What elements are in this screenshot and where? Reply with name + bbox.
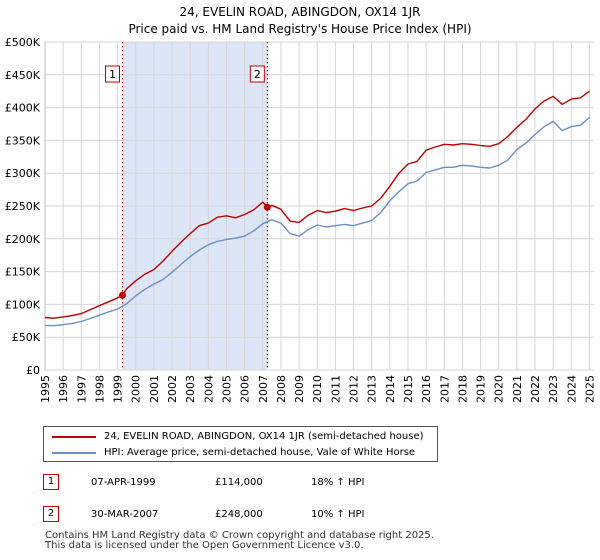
x-tick-label: 1999 [112, 375, 125, 403]
sale-point [118, 291, 126, 299]
x-tick-label: 2006 [239, 375, 252, 403]
x-tick-label: 2016 [420, 375, 433, 403]
legend-label: HPI: Average price, semi-detached house,… [104, 447, 416, 458]
x-tick-label: 2007 [257, 375, 270, 403]
x-tick-label: 2023 [547, 375, 560, 403]
x-tick-label: 2013 [366, 375, 379, 403]
x-tick-label: 2011 [329, 375, 342, 403]
sale-badge-label: 1 [109, 68, 116, 81]
sale-badge-box [104, 65, 120, 83]
x-tick-label: 2009 [293, 375, 306, 403]
chart-title: 24, EVELIN ROAD, ABINGDON, OX14 1JR Pric… [0, 4, 600, 38]
x-tick-label: 2003 [184, 375, 197, 403]
x-tick-label: 2018 [456, 375, 469, 403]
x-tick-label: 2001 [148, 375, 161, 403]
hpi-line [44, 116, 590, 327]
y-tick-label: £0 [26, 364, 40, 377]
subtitle-line: Price paid vs. HM Land Registry's House … [128, 22, 472, 36]
legend-item-price-paid: 24, EVELIN ROAD, ABINGDON, OX14 1JR (sem… [52, 429, 424, 445]
x-tick-label: 2015 [402, 375, 415, 403]
sale-date: 30-MAR-2007 [91, 509, 159, 520]
y-tick-label: £450K [5, 69, 41, 82]
sale-number-badge: 2 [43, 506, 59, 522]
x-axis-ticks: 1995 1996 1997 1998 1999 2000 2001 2002 2003 2004… [39, 375, 596, 403]
sale-points [118, 203, 271, 299]
footer-line: This data is licensed under the Open Gov… [45, 540, 364, 551]
footer: Contains HM Land Registry data © Crown c… [45, 531, 434, 551]
x-tick-label: 2002 [166, 375, 179, 403]
x-tick-label: 2008 [275, 375, 288, 403]
x-tick-label: 2000 [130, 375, 143, 403]
chart-area: 1995 1996 1997 1998 1999 2000 2001 2002 2003 2004… [5, 36, 597, 403]
series-lines [44, 90, 590, 327]
x-tick-label: 2012 [348, 375, 361, 403]
legend: 24, EVELIN ROAD, ABINGDON, OX14 1JR (sem… [43, 426, 438, 462]
sale-price: £114,000 [215, 477, 263, 488]
sale-hpi-diff: 18% ↑ HPI [311, 477, 365, 488]
y-tick-label: £100K [5, 298, 41, 311]
title-line: 24, EVELIN ROAD, ABINGDON, OX14 1JR [179, 5, 421, 19]
legend-swatch-blue [52, 452, 96, 454]
x-tick-label: 1995 [39, 375, 52, 403]
sale-price: £248,000 [215, 509, 263, 520]
legend-swatch-red [52, 436, 96, 438]
x-tick-label: 2022 [529, 375, 542, 403]
x-tick-label: 2005 [220, 375, 233, 403]
y-tick-label: £400K [5, 102, 41, 115]
y-tick-label: £150K [5, 266, 41, 279]
y-tick-label: £250K [5, 200, 41, 213]
y-tick-label: £500K [5, 36, 41, 49]
price-paid-line [44, 90, 590, 319]
x-tick-label: 2020 [493, 375, 506, 403]
x-tick-label: 2021 [511, 375, 524, 403]
x-tick-label: 2025 [583, 375, 596, 403]
legend-label: 24, EVELIN ROAD, ABINGDON, OX14 1JR (sem… [104, 431, 424, 442]
y-tick-label: £300K [5, 167, 41, 180]
sale-badge-box [249, 65, 265, 83]
x-tick-label: 2017 [438, 375, 451, 403]
sale-number-badge: 1 [43, 474, 59, 490]
footer-line: Contains HM Land Registry data © Crown c… [45, 530, 434, 541]
x-tick-label: 1997 [75, 375, 88, 403]
x-tick-label: 2024 [565, 375, 578, 403]
sale-point [263, 203, 271, 211]
sale-hpi-diff: 10% ↑ HPI [311, 509, 365, 520]
x-tick-label: 1996 [57, 375, 70, 403]
y-tick-label: £200K [5, 233, 41, 246]
x-tick-label: 1998 [93, 375, 106, 403]
x-tick-label: 2019 [475, 375, 488, 403]
sale-badge-label: 2 [254, 68, 261, 81]
sale-date: 07-APR-1999 [91, 477, 156, 488]
x-tick-label: 2010 [311, 375, 324, 403]
y-tick-label: £350K [5, 134, 41, 147]
legend-item-hpi: HPI: Average price, semi-detached house,… [52, 445, 415, 461]
y-tick-label: £50K [12, 331, 41, 344]
y-axis-ticks: £0 £50K £100K £150K £200K £250K £300K £350K £400… [5, 36, 41, 377]
x-tick-label: 2004 [202, 375, 215, 403]
x-tick-label: 2014 [384, 375, 397, 403]
